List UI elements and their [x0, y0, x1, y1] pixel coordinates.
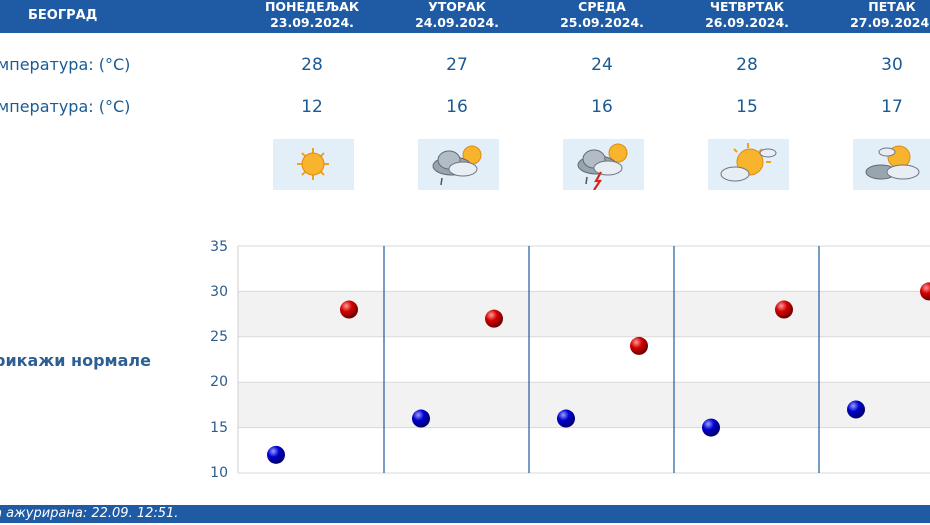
max-temp-value: 28: [736, 55, 758, 75]
day-name: ПОНЕДЕЉАК: [264, 0, 360, 14]
min-temp-point: [412, 409, 430, 428]
y-tick-label: 20: [210, 374, 228, 390]
max-temp-point: [630, 336, 648, 355]
sun-behind-cloud-icon: [708, 139, 789, 190]
max-temp-point: [485, 309, 503, 328]
min-temp-point: [847, 400, 865, 419]
partly-cloudy-icon: [853, 139, 930, 190]
day-date: 27.09.2024.: [850, 15, 930, 30]
max-temp-value: 24: [591, 55, 613, 75]
min-temp-value: 17: [881, 97, 903, 117]
min-temp-value: 16: [446, 97, 468, 117]
day-date: 23.09.2024.: [270, 15, 354, 30]
day-name: СРЕДА: [578, 0, 626, 14]
city-name: БЕОГРАД: [28, 8, 98, 23]
min-temp-value: 12: [301, 97, 323, 117]
day-name: УТОРАК: [428, 0, 486, 14]
day-name: ЧЕТВРТАК: [709, 0, 785, 14]
grid-band: [238, 427, 930, 473]
max-temp-value: 27: [446, 55, 468, 75]
max-temp-point: [775, 300, 793, 319]
grid-band: [238, 246, 930, 292]
show-normals-toggle[interactable]: рикажи нормале: [0, 351, 151, 370]
y-tick-label: 25: [210, 329, 228, 345]
max-temp-label: температура: (°C): [0, 55, 131, 74]
max-temp-point: [920, 282, 930, 301]
y-tick-label: 15: [210, 420, 228, 436]
min-temp-value: 15: [736, 97, 758, 117]
day-date: 25.09.2024.: [560, 15, 644, 30]
day-name: ПЕТАК: [868, 0, 916, 14]
y-tick-label: 10: [210, 465, 228, 481]
min-temp-point: [267, 445, 285, 464]
forecast-header: БЕОГРАД ПОНЕДЕЉАК 23.09.2024. УТОРАК 24.…: [0, 0, 930, 33]
grid-band: [238, 336, 930, 383]
min-temp-value: 16: [591, 97, 613, 117]
y-tick-label: 35: [210, 239, 228, 255]
day-header-5: ПЕТАК 27.09.2024.: [822, 0, 930, 31]
day-header-2: УТОРАК 24.09.2024.: [387, 0, 527, 31]
thunderstorm-icon: [563, 139, 644, 190]
grid-band: [238, 382, 930, 428]
day-date: 26.09.2024.: [705, 15, 789, 30]
max-temp-value: 30: [881, 55, 903, 75]
day-header-4: ЧЕТВРТАК 26.09.2024.: [677, 0, 817, 31]
min-temp-label: температура: (°C): [0, 97, 131, 116]
sun-icon: [273, 139, 354, 190]
y-tick-label: 30: [210, 284, 228, 300]
min-temp-point: [557, 409, 575, 428]
partly-cloudy-rain-icon: [418, 139, 499, 190]
day-header-3: СРЕДА 25.09.2024.: [532, 0, 672, 31]
max-temp-point: [340, 300, 358, 319]
max-temp-value: 28: [301, 55, 323, 75]
day-header-1: ПОНЕДЕЉАК 23.09.2024.: [242, 0, 382, 31]
day-date: 24.09.2024.: [415, 15, 499, 30]
last-updated: а ажурирана: 22.09. 12:51.: [0, 506, 179, 521]
footer-bar: а ажурирана: 22.09. 12:51.: [0, 505, 930, 523]
min-temp-point: [702, 418, 720, 437]
